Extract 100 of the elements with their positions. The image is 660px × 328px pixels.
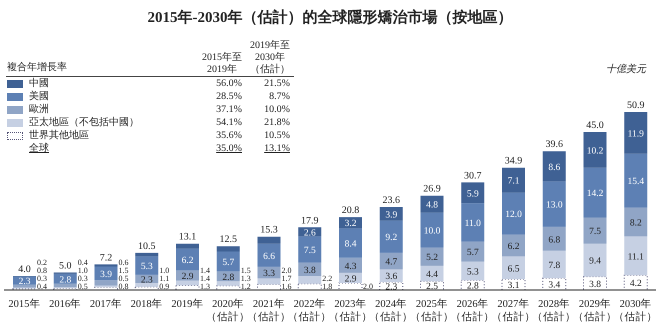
bar [461, 242, 484, 262]
bar [584, 244, 606, 277]
bar [258, 236, 280, 244]
data-label: 11.0 [464, 218, 482, 229]
data-label: 6.6 [263, 252, 276, 262]
x-tick-label: 2016年 [49, 298, 82, 310]
data-label: 1.7 [282, 274, 292, 283]
data-label: 5.9 [466, 189, 479, 200]
total-label: 30.7 [464, 170, 482, 182]
data-label: 1.0 [78, 266, 88, 275]
total-label: 34.9 [504, 156, 522, 167]
bar [135, 282, 158, 287]
bar [461, 262, 484, 280]
data-label: 14.2 [586, 189, 604, 200]
data-label: 10.2 [586, 146, 604, 156]
annotation: 35.6% [215, 129, 243, 142]
bar [135, 256, 158, 275]
bar [258, 244, 280, 267]
text: 2019年至2030年（估計） [250, 40, 290, 76]
data-label: 6.5 [508, 264, 520, 274]
bar [13, 284, 36, 288]
data-label: 11.1 [628, 252, 644, 262]
data-label: 1.3 [240, 274, 251, 283]
data-label: 5.7 [466, 248, 479, 258]
data-label: 3.4 [548, 280, 560, 291]
bar [298, 276, 322, 284]
total-label: 39.6 [546, 139, 563, 150]
bar [298, 236, 322, 263]
data-label: 1.4 [200, 274, 210, 283]
data-label: 3.8 [589, 280, 602, 290]
text: 21.5% [263, 77, 291, 90]
data-label: 3.3 [263, 269, 276, 280]
annotation: 10.5% [263, 129, 291, 142]
bar [461, 182, 484, 204]
bar [420, 212, 444, 248]
data-label: 2.3 [18, 277, 31, 288]
bar [176, 244, 199, 249]
data-label: 2.8 [59, 275, 72, 286]
bar [542, 250, 566, 278]
data-label: 3.6 [385, 272, 398, 282]
x-tick-label: 2017年 [90, 298, 122, 310]
data-label: 7.8 [548, 260, 560, 271]
text: 8.7% [268, 90, 291, 103]
total-label: 13.1 [178, 232, 196, 243]
legend-title: 複合年增長率 [6, 60, 68, 75]
data-label: 3.9 [385, 210, 398, 220]
data-label: 2.6 [304, 228, 316, 238]
data-label: 7.1 [508, 176, 520, 187]
data-label: 2.2 [322, 274, 332, 283]
data-label: 9.2 [385, 233, 398, 244]
bar [94, 264, 118, 267]
data-label: 4.2 [630, 279, 642, 290]
data-label: 2.5 [426, 282, 438, 292]
data-label: 7.5 [304, 246, 316, 256]
annotation: 13.1% [263, 142, 291, 155]
total-label: 10.5 [138, 240, 156, 252]
data-label: 0.5 [118, 274, 128, 283]
x-tick-label: 2018年 [130, 298, 163, 310]
data-label: 2.9 [344, 274, 357, 284]
data-label: 7.5 [589, 227, 602, 238]
bar [502, 192, 525, 235]
bar [420, 248, 444, 266]
legend-label: 亞太地區（不包括中國） [28, 116, 140, 129]
data-label: 4.8 [426, 200, 438, 211]
bar [502, 256, 525, 280]
data-label: 2.9 [182, 272, 194, 282]
bar [258, 278, 280, 284]
legend-label: 世界其他地區 [28, 129, 90, 142]
bar [216, 281, 240, 286]
data-label: 4.3 [344, 262, 357, 272]
total-label: 45.0 [586, 120, 604, 131]
data-label: 0.6 [118, 258, 128, 267]
bar [94, 280, 118, 286]
bar [54, 284, 77, 288]
data-label: 3.1 [508, 281, 520, 292]
chart-title: 2015年-2030年（估計）的全球隱形矯治市場（按地區） [146, 8, 514, 27]
total-label: 12.5 [220, 234, 237, 246]
bar [584, 217, 606, 244]
bar [135, 252, 158, 256]
bar [339, 258, 362, 273]
bar [584, 168, 606, 218]
data-label: 2.3 [385, 282, 398, 292]
data-label: 3.9 [100, 270, 112, 280]
data-label: 2.0 [363, 282, 373, 291]
x-tick-label: 2019年 [171, 298, 204, 310]
data-label: 1.1 [159, 274, 170, 283]
data-label: 1.3 [200, 282, 210, 291]
bar [420, 196, 444, 213]
data-label: 4.4 [426, 270, 438, 280]
data-label: 5.2 [426, 253, 438, 264]
data-label: 8.4 [344, 240, 357, 250]
data-label: 2.8 [466, 282, 479, 292]
data-label: 0.8 [37, 266, 47, 275]
bar [216, 246, 240, 252]
data-label: 9.4 [589, 256, 602, 267]
data-label: 3.8 [304, 266, 316, 276]
total-label: 4.0 [18, 264, 31, 275]
data-label: 6.8 [548, 235, 560, 246]
total-label: 17.9 [301, 215, 318, 226]
data-label: 1.5 [118, 266, 128, 275]
